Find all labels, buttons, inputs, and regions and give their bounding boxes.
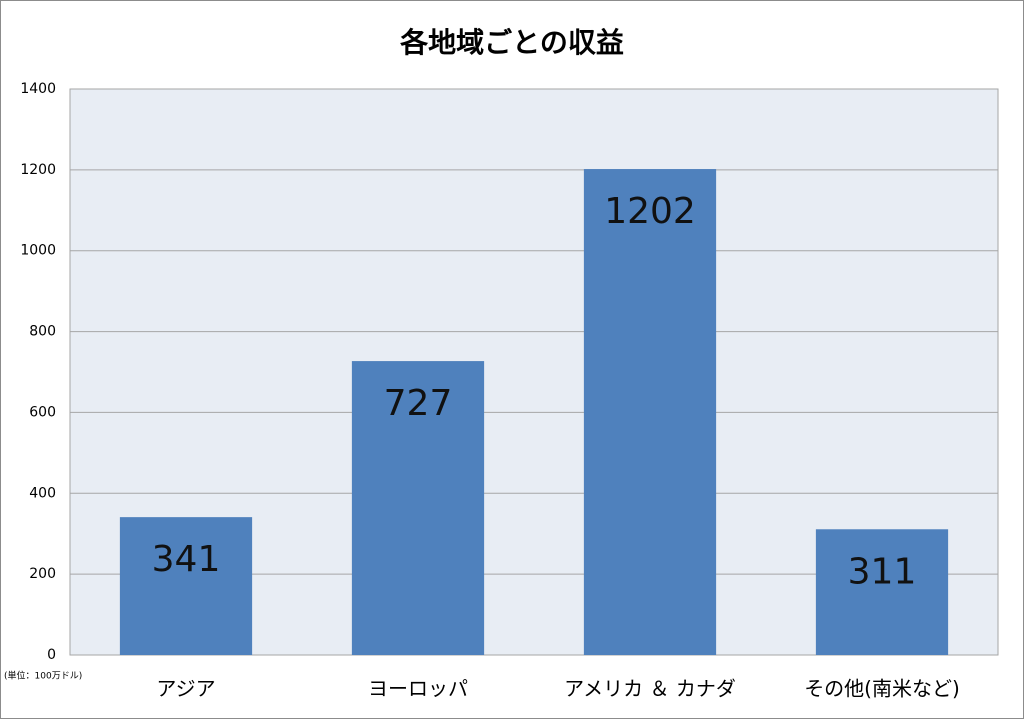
x-tick-label: アジア bbox=[156, 677, 215, 701]
y-tick-label: 1400 bbox=[20, 81, 56, 97]
chart-title: 各地域ごとの収益 bbox=[399, 26, 624, 59]
y-tick-label: 400 bbox=[29, 485, 56, 501]
x-tick-label: アメリカ ＆ カナダ bbox=[564, 677, 736, 701]
y-tick-label: 200 bbox=[29, 566, 56, 582]
data-label: 1202 bbox=[604, 191, 696, 232]
y-tick-label: 0 bbox=[47, 647, 56, 663]
y-tick-label: 800 bbox=[29, 324, 56, 340]
data-label: 311 bbox=[848, 551, 917, 592]
data-label: 341 bbox=[152, 539, 221, 580]
bar bbox=[815, 529, 949, 655]
y-tick-label: 1000 bbox=[20, 243, 56, 259]
y-tick-label: 1200 bbox=[20, 162, 56, 178]
data-label: 727 bbox=[384, 383, 453, 424]
bar bbox=[351, 361, 485, 655]
bar bbox=[583, 169, 717, 655]
x-tick-label: その他(南米など) bbox=[804, 677, 960, 701]
y-tick-label: 600 bbox=[29, 404, 56, 420]
unit-note: (単位：100万ドル) bbox=[4, 670, 82, 682]
bar bbox=[119, 517, 253, 655]
x-tick-label: ヨーロッパ bbox=[368, 677, 468, 701]
